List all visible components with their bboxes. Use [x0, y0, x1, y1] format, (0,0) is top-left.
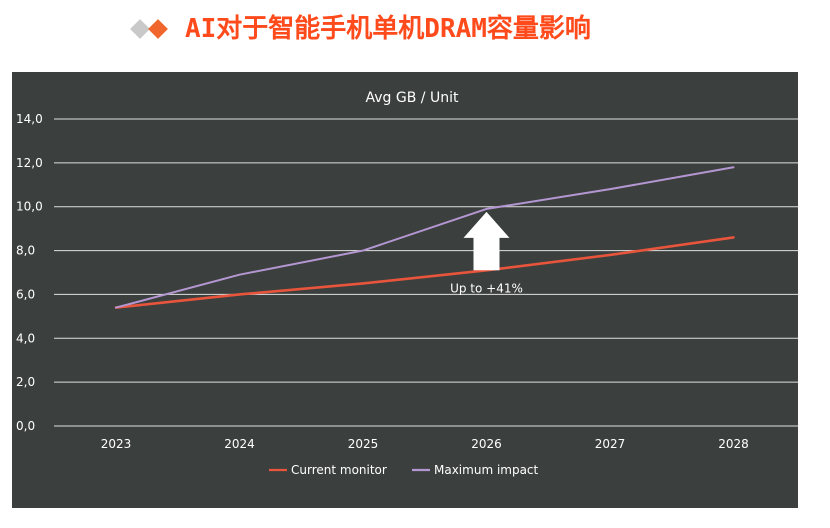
y-tick-label: 6,0: [16, 287, 35, 301]
y-tick-label: 0,0: [16, 419, 35, 433]
chart-title: Avg GB / Unit: [366, 90, 459, 106]
x-tick-label: 2027: [595, 437, 626, 451]
header: AI对于智能手机单机DRAM容量影响: [0, 0, 830, 60]
annotation-label: Up to +41%: [450, 281, 523, 295]
line-chart: Avg GB / Unit 0,0 2,0 4,0 6,0 8,0 10,0 12,0 14,…: [12, 72, 798, 508]
series-line: [114, 236, 735, 309]
chart-panel: Avg GB / Unit 0,0 2,0 4,0 6,0 8,0 10,0 12,0 14,…: [12, 72, 798, 508]
chart-background: [12, 72, 798, 508]
y-tick-label: 4,0: [16, 331, 35, 345]
legend-label: Maximum impact: [434, 463, 539, 477]
y-tick-label: 14,0: [16, 112, 43, 126]
x-tick-label: 2025: [348, 437, 379, 451]
y-tick-label: 10,0: [16, 200, 43, 214]
grey-diamond-icon: [130, 19, 150, 39]
up-arrow-icon: [463, 211, 510, 271]
y-tick-label: 12,0: [16, 156, 43, 170]
x-tick-label: 2026: [471, 437, 502, 451]
legend-label: Current monitor: [291, 463, 387, 477]
orange-diamond-icon: [148, 19, 168, 39]
y-tick-label: 8,0: [16, 244, 35, 258]
series-line: [115, 166, 735, 309]
page-title: AI对于智能手机单机DRAM容量影响: [185, 14, 591, 44]
x-tick-label: 2023: [101, 437, 132, 451]
x-tick-label: 2028: [718, 437, 749, 451]
y-tick-label: 2,0: [16, 375, 35, 389]
x-tick-label: 2024: [224, 437, 255, 451]
